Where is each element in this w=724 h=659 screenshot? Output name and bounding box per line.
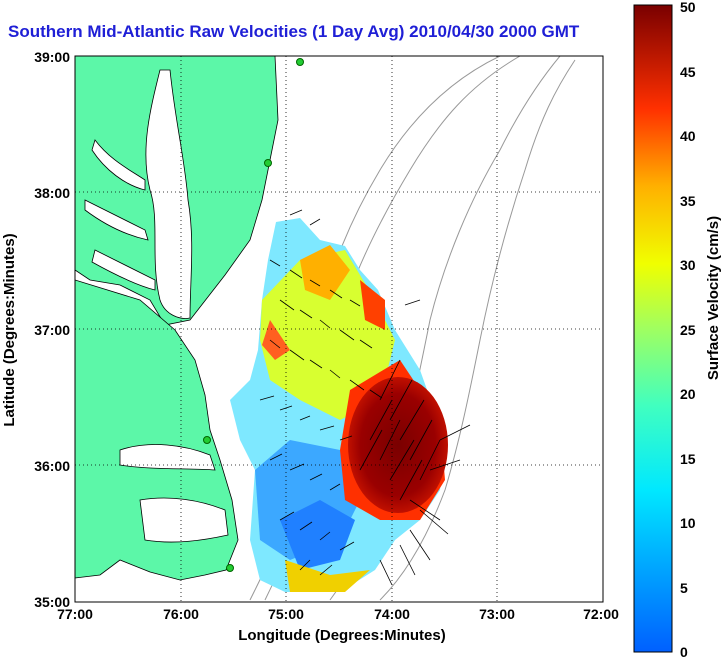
y-tick-label: 35:00	[34, 594, 70, 610]
colorbar-tick-label: 50	[680, 0, 696, 15]
y-tick-label: 36:00	[34, 458, 70, 474]
radar-stations	[203, 58, 304, 572]
colorbar-tick-label: 10	[680, 515, 696, 531]
x-axis-label: Longitude (Degrees:Minutes)	[238, 627, 446, 644]
station-marker	[264, 159, 272, 167]
colorbar-tick-label: 15	[680, 451, 696, 467]
colorbar-tick-label: 25	[680, 322, 696, 338]
colorbar	[633, 4, 673, 653]
chesapeake-bay	[84, 69, 193, 319]
x-axis-ticks: 77:00 76:00 75:00 74:00 73:00 72:00	[57, 606, 619, 622]
plot-border	[74, 55, 604, 603]
colorbar-tick-label: 35	[680, 193, 696, 209]
colorbar-tick-label: 0	[680, 644, 688, 659]
y-axis-ticks: 39:00 38:00 37:00 36:00 35:00	[34, 49, 70, 610]
y-tick-label: 38:00	[34, 185, 70, 201]
station-marker	[203, 436, 211, 444]
colorbar-tick-label: 5	[680, 580, 688, 596]
x-tick-label: 73:00	[479, 606, 515, 622]
y-tick-label: 37:00	[34, 322, 70, 338]
y-axis-label: Latitude (Degrees:Minutes)	[1, 233, 18, 426]
pamlico-sound	[119, 444, 229, 543]
colorbar-tick-label: 20	[680, 386, 696, 402]
x-tick-label: 74:00	[374, 606, 410, 622]
x-tick-label: 75:00	[268, 606, 304, 622]
grid-lines	[75, 56, 603, 602]
station-marker	[226, 564, 234, 572]
velocity-vectors	[259, 209, 471, 586]
colorbar-ticks: 0 5 10 15 20 25 30 35 40 45 50	[680, 0, 696, 659]
station-marker	[296, 58, 304, 66]
colorbar-tick-label: 30	[680, 257, 696, 273]
y-tick-label: 39:00	[34, 49, 70, 65]
colorbar-label: Surface Velocity (cm/s)	[705, 216, 722, 380]
colorbar-tick-label: 40	[680, 128, 696, 144]
velocity-field	[230, 218, 448, 592]
map-title: Southern Mid-Atlantic Raw Velocities (1 …	[8, 22, 580, 41]
colorbar-tick-label: 45	[680, 64, 696, 80]
x-tick-label: 76:00	[163, 606, 199, 622]
x-tick-label: 77:00	[57, 606, 93, 622]
x-tick-label: 72:00	[583, 606, 619, 622]
